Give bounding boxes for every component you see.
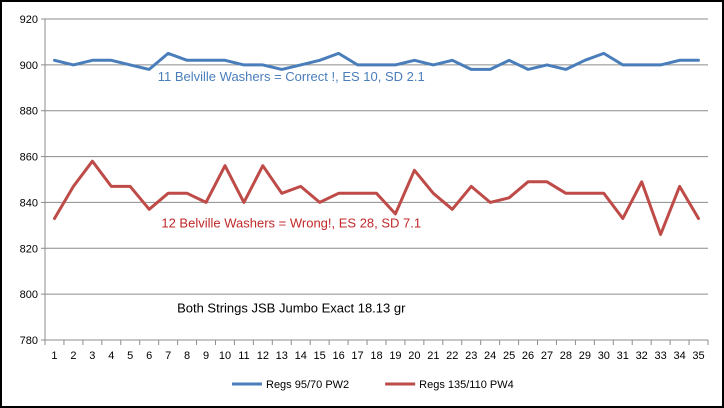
x-tick-label: 7	[165, 350, 171, 362]
x-tick-label: 14	[295, 350, 307, 362]
x-tick-label: 31	[617, 350, 629, 362]
x-tick-label: 25	[503, 350, 515, 362]
x-tick-label: 30	[598, 350, 610, 362]
annotation-2: 12 Belville Washers = Wrong!, ES 28, SD …	[161, 216, 421, 231]
x-tick-label: 9	[203, 350, 209, 362]
x-tick-label: 16	[332, 350, 344, 362]
y-tick-label: 860	[20, 152, 38, 164]
y-tick-label: 920	[20, 14, 38, 26]
series-lines	[53, 51, 700, 236]
legend-item-1: Regs 95/70 PW2	[232, 379, 349, 391]
x-tick-label: 24	[484, 350, 496, 362]
series-line-2	[53, 159, 700, 236]
x-tick-label: 23	[465, 350, 477, 362]
y-tick-label: 880	[20, 106, 38, 118]
y-tick-label: 780	[20, 335, 38, 347]
y-tick-label: 800	[20, 289, 38, 301]
annotations: 11 Belville Washers = Correct !, ES 10, …	[158, 69, 425, 316]
x-tick-label: 22	[446, 350, 458, 362]
x-tick-label: 4	[108, 350, 114, 362]
legend-label: Regs 135/110 PW4	[419, 379, 514, 391]
x-tick-label: 11	[238, 350, 249, 362]
x-tick-labels: 1 2 3 4 5 6 7 8 9 10 11 12 13 14 15 16 17 18 19 20 21 22 23 24 2…	[51, 350, 704, 362]
x-tick-label: 27	[541, 350, 553, 362]
x-tick-label: 1	[51, 350, 57, 362]
x-tick-label: 29	[579, 350, 591, 362]
x-tick-label: 2	[70, 350, 76, 362]
x-tick-label: 6	[146, 350, 152, 362]
x-tick-label: 26	[522, 350, 534, 362]
legend-label: Regs 95/70 PW2	[266, 379, 349, 391]
axes	[41, 18, 709, 345]
x-tick-label: 5	[127, 350, 133, 362]
x-tick-label: 19	[389, 350, 401, 362]
x-tick-label: 17	[351, 350, 363, 362]
x-tick-label: 28	[560, 350, 572, 362]
annotation-1: 11 Belville Washers = Correct !, ES 10, …	[158, 69, 425, 84]
x-tick-label: 3	[89, 350, 95, 362]
x-tick-label: 13	[276, 350, 288, 362]
x-tick-label: 34	[673, 350, 685, 362]
y-tick-labels: 780 800 820 840 860 880 900 920	[20, 14, 38, 347]
x-tick-label: 10	[219, 350, 231, 362]
x-tick-label: 33	[655, 350, 667, 362]
x-tick-label: 12	[257, 350, 269, 362]
legend: Regs 95/70 PW2 Regs 135/110 PW4	[232, 379, 514, 391]
y-tick-label: 900	[20, 60, 38, 72]
y-tick-label: 840	[20, 197, 38, 209]
x-tick-label: 8	[184, 350, 190, 362]
x-tick-label: 32	[636, 350, 648, 362]
x-tick-label: 21	[427, 350, 439, 362]
y-tick-label: 820	[20, 243, 38, 255]
legend-item-2: Regs 135/110 PW4	[385, 379, 514, 391]
x-tick-label: 15	[314, 350, 326, 362]
series-line-1	[53, 51, 700, 71]
x-tick-label: 20	[408, 350, 420, 362]
annotation-3: Both Strings JSB Jumbo Exact 18.13 gr	[177, 300, 406, 315]
x-tick-label: 35	[692, 350, 704, 362]
gridlines	[45, 18, 708, 295]
x-tick-label: 18	[370, 350, 382, 362]
